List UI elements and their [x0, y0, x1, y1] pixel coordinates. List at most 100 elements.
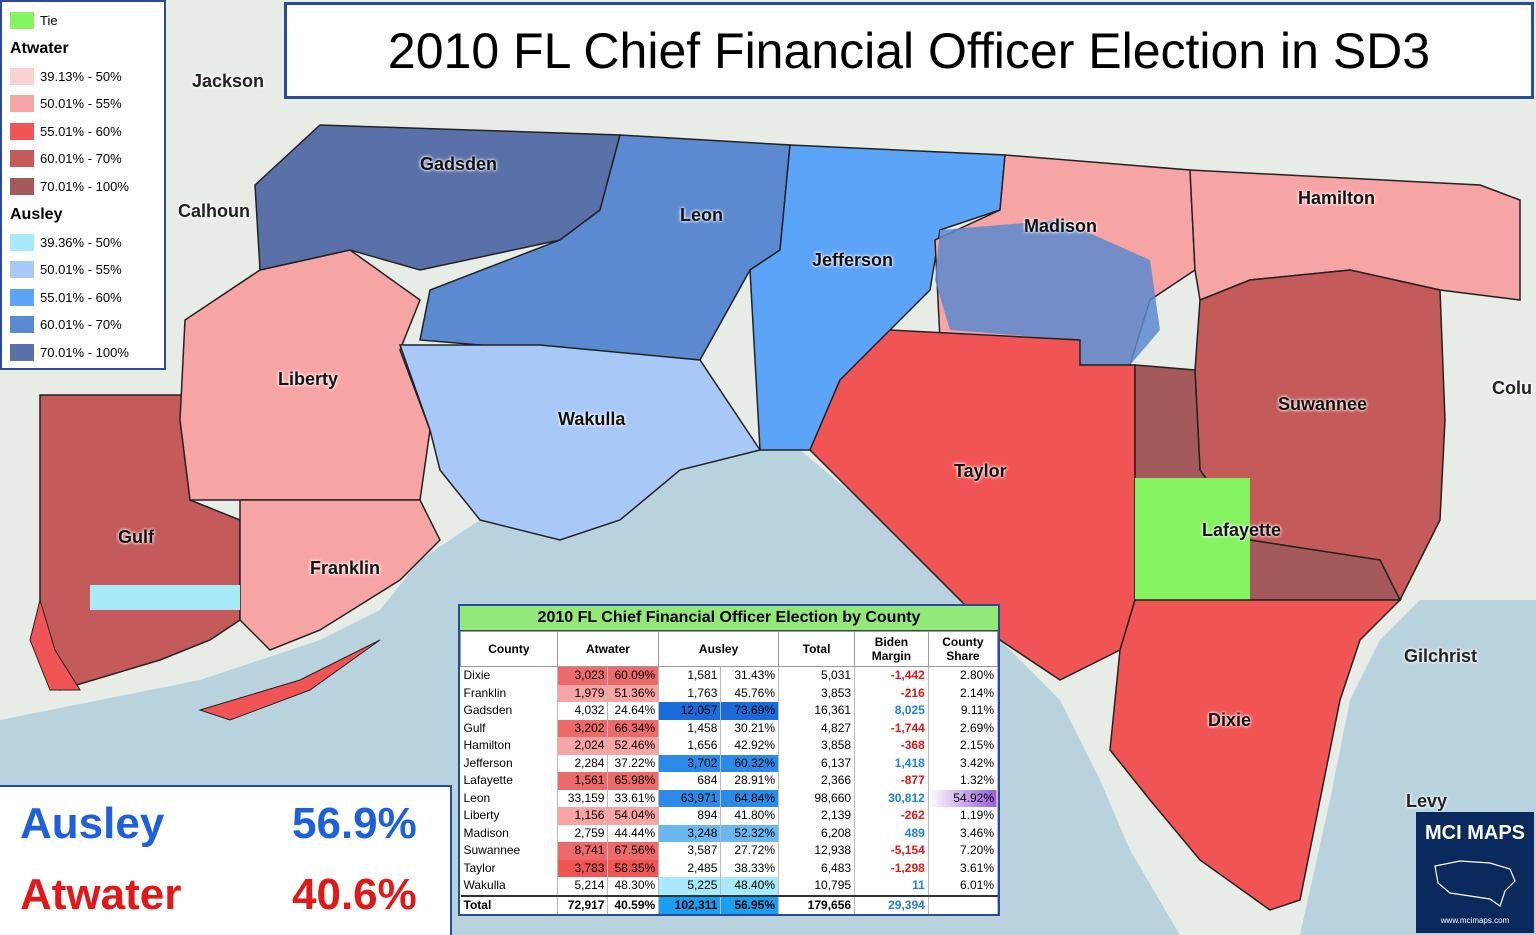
cell-share: 7.20%: [928, 842, 999, 860]
cell-share: 54.92%: [928, 789, 999, 807]
legend-label: 55.01% - 60%: [40, 289, 122, 305]
overall-result: Ausley 56.9% Atwater 40.6%: [0, 785, 452, 935]
cell-county: Gadsden: [460, 702, 558, 720]
cell-margin: 11: [854, 877, 929, 896]
legend-item-atwater: 39.13% - 50%: [10, 66, 122, 86]
cell-atp: 40.59%: [607, 894, 660, 914]
atwater-pct: 40.6%: [292, 870, 417, 919]
legend-label: 50.01% - 55%: [40, 96, 122, 112]
ausley-pct: 56.9%: [292, 799, 417, 848]
cell-total: 10,795: [778, 877, 856, 896]
label-hamilton: Hamilton: [1298, 188, 1376, 208]
cell-share: 2.69%: [928, 719, 999, 737]
col-atwater: Atwater: [556, 631, 660, 667]
cell-au: 1,458: [658, 719, 722, 737]
cell-county: Lafayette: [460, 772, 558, 790]
cell-at: 3,202: [557, 719, 609, 737]
cell-county: Leon: [460, 789, 558, 807]
cell-au: 63,971: [658, 789, 722, 807]
cell-at: 1,156: [557, 807, 609, 825]
legend-swatch: [10, 122, 34, 140]
cell-au: 3,587: [658, 842, 722, 860]
county-dixie: [1109, 599, 1402, 911]
cell-county: Wakulla: [460, 877, 558, 896]
cell-county: Dixie: [460, 666, 558, 685]
col-margin: Biden Margin: [854, 631, 929, 667]
cell-share: 3.46%: [928, 824, 999, 842]
county-franklin: [239, 499, 441, 651]
label-wakulla: Wakulla: [558, 409, 626, 429]
cell-aup: 28.91%: [720, 772, 780, 790]
legend-swatch: [10, 288, 34, 306]
cell-aup: 30.21%: [720, 719, 780, 737]
usa-map-icon: [1434, 860, 1516, 907]
cell-atp: 58.35%: [607, 859, 660, 877]
cell-total: 98,660: [778, 789, 856, 807]
cell-aup: 31.43%: [720, 666, 780, 685]
cell-county: Suwannee: [460, 842, 558, 860]
cell-margin: 8,025: [854, 702, 929, 720]
cell-aup: 60.32%: [720, 754, 780, 772]
legend-item-atwater: 70.01% - 100%: [10, 176, 129, 196]
label-franklin: Franklin: [310, 558, 381, 578]
cell-at: 33,159: [557, 789, 609, 807]
table-row: Suwannee 8,741 67.56% 3,587 27.72% 12,938 -5,1…: [460, 842, 999, 860]
cell-share: 1.19%: [928, 807, 999, 825]
legend-item-tie: Tie: [10, 10, 58, 30]
legend-item-ausley: 55.01% - 60%: [10, 287, 122, 307]
cell-total: 2,366: [778, 772, 856, 790]
cell-au: 2,485: [658, 859, 722, 877]
cell-au: 1,581: [658, 666, 722, 685]
county-results-table: 2010 FL Chief Financial Officer Election…: [458, 604, 1000, 916]
cell-au: 1,656: [658, 737, 722, 755]
label-suwannee: Suwannee: [1278, 394, 1368, 414]
cell-at: 4,032: [557, 702, 609, 720]
legend-item-ausley: 50.01% - 55%: [10, 260, 122, 280]
cell-aup: 27.72%: [720, 842, 780, 860]
legend-item-ausley: 39.36% - 50%: [10, 232, 122, 252]
legend-heading-ausley: Ausley: [10, 206, 63, 223]
cell-aup: 38.33%: [720, 859, 780, 877]
legend-item-atwater: 50.01% - 55%: [10, 94, 122, 114]
cell-au: 12,057: [658, 702, 722, 720]
cell-atp: 66.34%: [607, 719, 660, 737]
cell-share: 2.80%: [928, 666, 999, 685]
cell-at: 2,759: [557, 824, 609, 842]
cell-total: 6,137: [778, 754, 856, 772]
cell-aup: 42.92%: [720, 737, 780, 755]
cell-county: Franklin: [460, 684, 558, 702]
label-jefferson: Jefferson: [812, 250, 894, 270]
legend-swatch: [10, 177, 34, 195]
col-total: Total: [778, 631, 856, 667]
legend-item-atwater: 60.01% - 70%: [10, 149, 122, 169]
cell-margin: -1,442: [854, 666, 929, 685]
label-gulf: Gulf: [118, 527, 154, 547]
cell-share: 2.15%: [928, 737, 999, 755]
cell-aup: 64.84%: [720, 789, 780, 807]
table-row: Gadsden 4,032 24.64% 12,057 73.69% 16,361 8,02…: [460, 702, 999, 720]
label-colu: Colu: [1492, 378, 1532, 398]
label-gadsden: Gadsden: [420, 154, 498, 174]
cell-at: 2,024: [557, 737, 609, 755]
cell-share: 9.11%: [928, 702, 999, 720]
legend-label: 50.01% - 55%: [40, 262, 122, 278]
legend-swatch: [10, 11, 34, 29]
cell-total: 6,483: [778, 859, 856, 877]
cell-share: 3.42%: [928, 754, 999, 772]
table-caption: 2010 FL Chief Financial Officer Election…: [460, 606, 998, 631]
legend-heading-atwater: Atwater: [10, 40, 69, 57]
col-share: County Share: [927, 631, 999, 667]
cell-margin: 29,394: [854, 894, 929, 914]
cell-at: 5,214: [557, 877, 609, 896]
cell-margin: -1,298: [854, 859, 929, 877]
legend-label: 60.01% - 70%: [40, 151, 122, 167]
ausley-name: Ausley: [20, 799, 165, 848]
cell-aup: 45.76%: [720, 684, 780, 702]
cell-total: 2,139: [778, 807, 856, 825]
cell-atp: 33.61%: [607, 789, 660, 807]
cell-atp: 60.09%: [607, 666, 660, 685]
table-total-row: Total 72,917 40.59% 102,311 56.95% 179,656 29,…: [460, 894, 999, 914]
cell-aup: 73.69%: [720, 702, 780, 720]
cell-share: 1.32%: [928, 772, 999, 790]
